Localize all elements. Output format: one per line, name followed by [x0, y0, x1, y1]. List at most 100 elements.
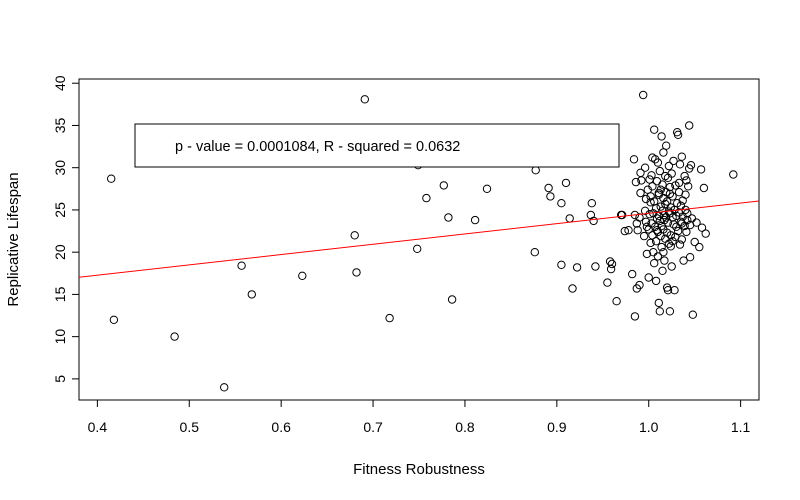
data-point: [687, 214, 697, 223]
data-point: [605, 257, 615, 266]
y-tick-label: 5: [52, 375, 68, 383]
data-point: [587, 199, 596, 208]
data-point: [665, 307, 675, 316]
plot-frame: [78, 78, 760, 401]
data-point: [658, 180, 667, 189]
data-point: [655, 216, 664, 226]
data-point: [561, 178, 571, 188]
data-point: [654, 188, 663, 198]
data-point: [648, 153, 657, 162]
y-tick-label: 35: [52, 117, 68, 133]
y-tick-label: 30: [52, 160, 68, 176]
data-point: [697, 223, 707, 232]
data-point: [685, 121, 694, 130]
y-tick-label: 10: [52, 329, 68, 345]
x-tick-label: 0.4: [88, 419, 108, 435]
data-point: [665, 182, 675, 192]
data-point: [666, 231, 675, 240]
data-point: [685, 253, 695, 262]
data-point: [170, 332, 179, 341]
data-point: [568, 284, 577, 293]
data-point: [546, 192, 555, 201]
x-tick-label: 1.1: [731, 419, 751, 435]
data-point: [651, 237, 661, 246]
data-point: [662, 141, 671, 150]
data-point: [663, 286, 673, 295]
data-point: [413, 244, 422, 254]
data-point: [668, 192, 677, 201]
data-point: [237, 261, 246, 270]
x-tick-label: 0.5: [180, 419, 200, 435]
data-point: [482, 184, 492, 194]
data-point: [664, 161, 674, 171]
data-point: [646, 198, 655, 207]
data-point: [655, 166, 664, 176]
data-point: [646, 238, 655, 248]
x-tick-label: 0.6: [271, 419, 291, 435]
data-point: [673, 226, 683, 236]
data-point: [630, 312, 640, 321]
y-axis-title: Replicative Lifespan: [5, 172, 22, 306]
data-point: [565, 214, 574, 223]
data-point: [667, 169, 676, 178]
data-point: [607, 259, 617, 269]
data-point: [530, 248, 539, 257]
data-point: [298, 271, 307, 280]
data-point: [629, 155, 639, 164]
data-point: [620, 226, 629, 236]
data-points: [107, 90, 738, 392]
data-point: [683, 209, 692, 218]
y-axis: 5 10 15 20 25 30 35 40: [52, 75, 79, 383]
data-point: [675, 240, 685, 249]
data-point: [612, 297, 621, 306]
data-point: [220, 383, 229, 392]
data-point: [385, 313, 394, 323]
data-point: [674, 178, 684, 188]
data-point: [639, 231, 649, 241]
data-point: [658, 266, 667, 275]
data-point: [667, 262, 676, 271]
data-point: [470, 215, 480, 225]
data-point: [660, 256, 669, 265]
data-point: [635, 213, 644, 222]
data-point: [679, 256, 688, 265]
data-point: [589, 216, 598, 226]
y-tick-label: 25: [52, 202, 68, 218]
data-point: [641, 217, 651, 227]
data-point: [637, 176, 646, 185]
data-point: [422, 193, 431, 203]
data-point: [701, 229, 710, 238]
y-tick-label: 15: [52, 286, 68, 302]
data-point: [675, 160, 685, 169]
data-point: [653, 227, 663, 237]
data-point: [673, 130, 683, 140]
y-tick-label: 20: [52, 244, 68, 260]
data-point: [668, 237, 677, 246]
data-point: [665, 189, 675, 199]
data-point: [674, 188, 684, 197]
data-point: [107, 174, 116, 183]
data-point: [684, 182, 693, 191]
data-point: [657, 242, 666, 252]
data-point: [682, 227, 691, 237]
data-point: [606, 264, 616, 274]
data-point: [617, 210, 627, 220]
data-point: [557, 260, 566, 269]
data-point: [636, 188, 645, 198]
data-point: [633, 226, 642, 235]
x-tick-label: 1.0: [639, 419, 659, 435]
data-point: [656, 202, 665, 211]
data-point: [444, 213, 453, 222]
x-tick-label: 0.8: [455, 419, 475, 435]
data-point: [659, 148, 668, 157]
data-point: [650, 125, 659, 134]
data-point: [652, 177, 662, 186]
data-point: [635, 280, 644, 290]
y-tick-label: 40: [52, 75, 68, 91]
data-point: [653, 252, 663, 261]
data-point: [603, 278, 612, 287]
annotation-box: p - value = 0.0001084, R - squared = 0.0…: [134, 123, 620, 168]
data-point: [653, 158, 663, 167]
data-point: [669, 156, 678, 166]
